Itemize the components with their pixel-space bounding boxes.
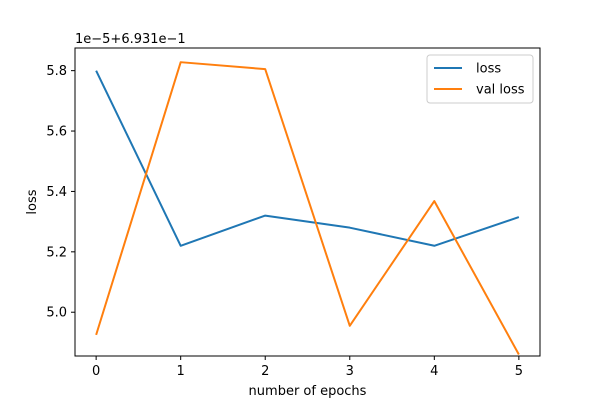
x-tick-label: 5: [515, 364, 523, 379]
y-tick-label: 5.2: [46, 245, 67, 260]
y-tick-label: 5.4: [46, 185, 67, 200]
legend: loss val loss: [426, 54, 534, 104]
x-tick-label: 0: [92, 364, 100, 379]
legend-label-val-loss: val loss: [476, 83, 525, 98]
y-tick-label: 5.0: [46, 306, 67, 321]
y-tick-label: 5.6: [46, 125, 67, 140]
series-line-val-loss: [95, 61, 520, 355]
legend-label-loss: loss: [476, 62, 501, 77]
x-tick-label: 3: [346, 364, 354, 379]
plot-area-frame: [74, 47, 541, 357]
x-tick-label: 2: [261, 364, 269, 379]
y-offset-label: 1e−5+6.931e−1: [75, 32, 186, 47]
x-tick-label: 1: [177, 364, 185, 379]
y-axis-label: loss: [25, 189, 40, 214]
y-tick-label: 5.8: [46, 64, 67, 79]
series-line-loss: [95, 70, 520, 247]
x-axis-label: number of epochs: [249, 384, 367, 399]
x-tick-label: 4: [430, 364, 438, 379]
